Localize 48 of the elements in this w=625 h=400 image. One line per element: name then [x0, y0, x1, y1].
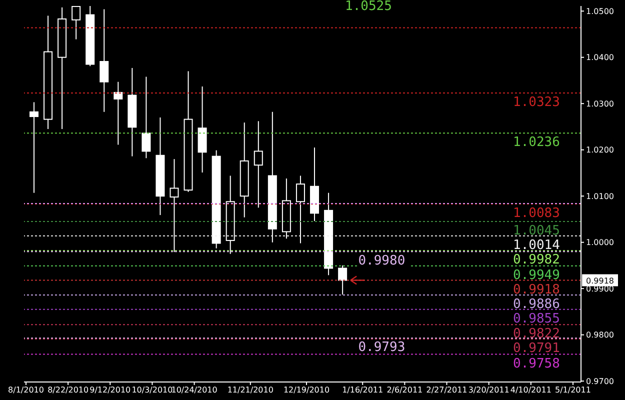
x-tick-label: 11/21/2010 — [227, 386, 274, 395]
y-tick-label: 0.9800 — [586, 330, 614, 340]
ref-line-label: 0.9793 — [358, 340, 406, 356]
y-tick-label: 1.0400 — [586, 53, 614, 62]
ref-line-label: 0.9886 — [513, 297, 560, 312]
y-tick-label: 1.0000 — [586, 238, 614, 248]
ref-line-label: 0.9791 — [513, 340, 560, 356]
annotation: 0.9918 — [586, 276, 614, 286]
ref-line-label: 0.9980 — [358, 254, 406, 269]
ref-line-label: 1.0323 — [513, 94, 560, 110]
x-tick-label: 1/16/2011 — [342, 386, 384, 395]
x-tick-label: 5/1/2011 — [555, 386, 591, 395]
candlestick — [254, 120, 263, 208]
ref-line-label: 0.9758 — [513, 356, 560, 372]
x-tick-label: 2/6/2011 — [386, 386, 423, 395]
ref-line-label: 1.0014 — [513, 238, 560, 253]
y-tick-label: 0.9700 — [586, 376, 614, 386]
x-tick-label: 8/1/2010 — [8, 386, 44, 395]
ref-line-label: 0.9918 — [513, 282, 560, 298]
candlestick — [114, 81, 123, 146]
candlestick — [296, 175, 305, 244]
x-tick-label: 10/3/2010 — [132, 386, 173, 395]
ref-line-label: 1.0045 — [513, 224, 560, 239]
candlestick — [338, 264, 348, 296]
candlestick — [170, 158, 179, 253]
annotation: 1.0525 — [345, 0, 392, 14]
ref-line-label: 0.9855 — [513, 311, 560, 326]
x-tick-label: 4/10/2011 — [510, 386, 552, 395]
ref-line-label: 0.9822 — [513, 326, 560, 342]
x-tick-label: 3/20/2011 — [468, 386, 510, 395]
candlestick — [100, 8, 109, 112]
x-tick-label: 9/12/2010 — [90, 386, 131, 395]
y-tick-label: 1.0100 — [586, 192, 614, 201]
candlestick — [30, 102, 39, 194]
ref-line-label: 0.9982 — [513, 252, 560, 268]
candlestick — [72, 6, 81, 40]
x-tick-label: 8/22/2010 — [48, 386, 89, 395]
y-tick-label: 0.9900 — [586, 284, 614, 294]
candlestick — [142, 76, 151, 159]
ref-line-label: 0.9949 — [513, 268, 560, 283]
x-tick-label: 12/19/2010 — [283, 386, 330, 395]
x-tick-label: 10/24/2010 — [171, 386, 218, 395]
ref-line-label: 1.0236 — [513, 135, 560, 150]
x-tick-label: 2/27/2011 — [426, 386, 468, 395]
y-tick-label: 1.0300 — [586, 99, 614, 108]
ref-line-label: 1.0083 — [513, 206, 560, 221]
y-tick-label: 1.0500 — [586, 6, 614, 16]
y-tick-label: 1.0200 — [586, 146, 614, 155]
